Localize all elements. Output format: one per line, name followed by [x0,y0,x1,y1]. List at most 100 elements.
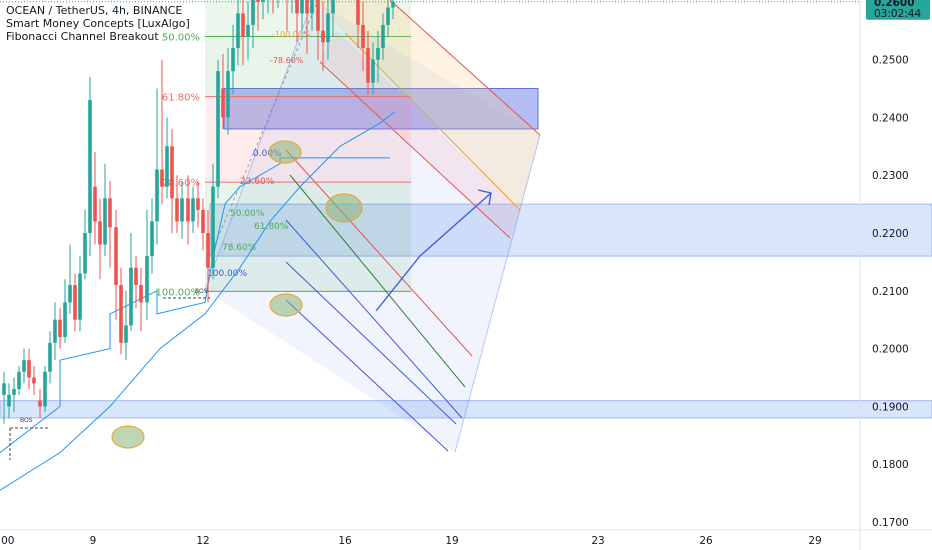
candle-body [170,146,174,199]
candle [108,180,112,268]
fib-channel-line [285,261,457,425]
time-tick-label: 29 [808,535,821,547]
candle [22,348,26,384]
candle-body [58,319,62,338]
price-tick-label: 0.2400 [872,112,909,124]
candle-body [83,233,87,274]
candle-body [103,198,107,245]
candle [391,0,395,20]
candle [305,0,309,54]
candle [221,53,225,129]
candle-body [376,48,380,60]
candle [261,0,265,20]
candle-body [246,24,250,37]
price-tick-label: 0.2100 [872,286,909,298]
candle [78,256,82,332]
candle-body [160,169,164,187]
candle-body [53,319,57,343]
candle [175,175,179,233]
candle-body [108,198,112,228]
candle-body [186,198,190,222]
candle-body [124,325,128,343]
price-tick-label: 0.2300 [872,170,909,182]
candle-body [201,209,205,233]
candle-body [155,169,159,222]
candle-body [27,360,31,378]
fib-inner-label: 23.60% [240,177,275,187]
candle-body [175,198,179,222]
candle [256,0,260,31]
candle-body [98,221,102,245]
current-price-box [866,0,930,20]
price-tick-label: 0.2200 [872,228,909,240]
candle [295,0,299,43]
candle [231,24,235,95]
highlight-ellipse [269,293,303,317]
fib-inner-label: 50.00% [230,209,265,219]
symbol-title[interactable]: OCEAN / TetherUS, 4h, BINANCE [6,4,183,17]
price-tick-label: 0.2000 [872,344,909,356]
fib-channel-line [289,174,466,388]
candle-body [261,0,265,2]
candle [191,186,195,233]
time-tick-label: 26 [699,535,713,547]
demand-zone-2 [0,400,932,419]
candle-body [191,198,195,222]
indicator-fib-channel[interactable]: Fibonacci Channel Breakout [6,30,159,43]
candle [201,198,205,251]
candle-body [356,0,360,25]
candle-body [129,267,133,326]
price-tick-label: 0.1900 [872,401,909,413]
candle-body [12,389,16,395]
chart-legend: OCEAN / TetherUS, 4h, BINANCE Smart Mone… [6,4,190,43]
fib-band [205,96,411,183]
candle [43,365,47,413]
candle-body [68,285,72,303]
time-tick-label: 16 [338,535,352,547]
candle [160,59,164,205]
candle [2,371,6,424]
candle [12,377,16,413]
candle [331,0,335,37]
candle [88,76,92,257]
candle [93,152,97,245]
candle [186,175,190,245]
candle-body [211,186,215,268]
time-tick-label: 19 [445,535,458,547]
fib-level-label: 50.00% [162,32,200,43]
moving-average-line [0,111,396,491]
candle [98,198,102,280]
candle-body [93,186,97,222]
candle-body [371,59,375,83]
candle-body [119,285,123,343]
candle [310,0,314,31]
candle-body [180,198,184,222]
candle [139,267,143,332]
current-price-label: 0.2600 [874,0,915,9]
time-tick-label: 12 [196,535,209,547]
candle-body [134,267,138,286]
fib-channel-edge [454,134,541,453]
fib-channel-label: -78.60% [270,56,304,65]
time-tick-label: 9 [90,535,97,547]
candle [196,180,200,228]
candle [241,0,245,66]
candle [155,88,159,245]
candle [386,0,390,37]
indicator-smc[interactable]: Smart Money Concepts [LuxAlgo] [6,17,190,30]
bos-label: BOS [20,417,33,424]
candle [17,365,21,395]
candle [316,0,320,60]
candle-body [305,0,309,14]
fib-channel-fill-pink [320,30,520,238]
candle [27,348,31,390]
candle [216,59,220,199]
candle-body [366,48,370,83]
price-tick-label: 0.1700 [872,517,909,529]
time-tick-label: 23 [591,535,604,547]
candle [180,180,184,239]
candle [32,365,36,395]
candle-body [78,273,82,320]
